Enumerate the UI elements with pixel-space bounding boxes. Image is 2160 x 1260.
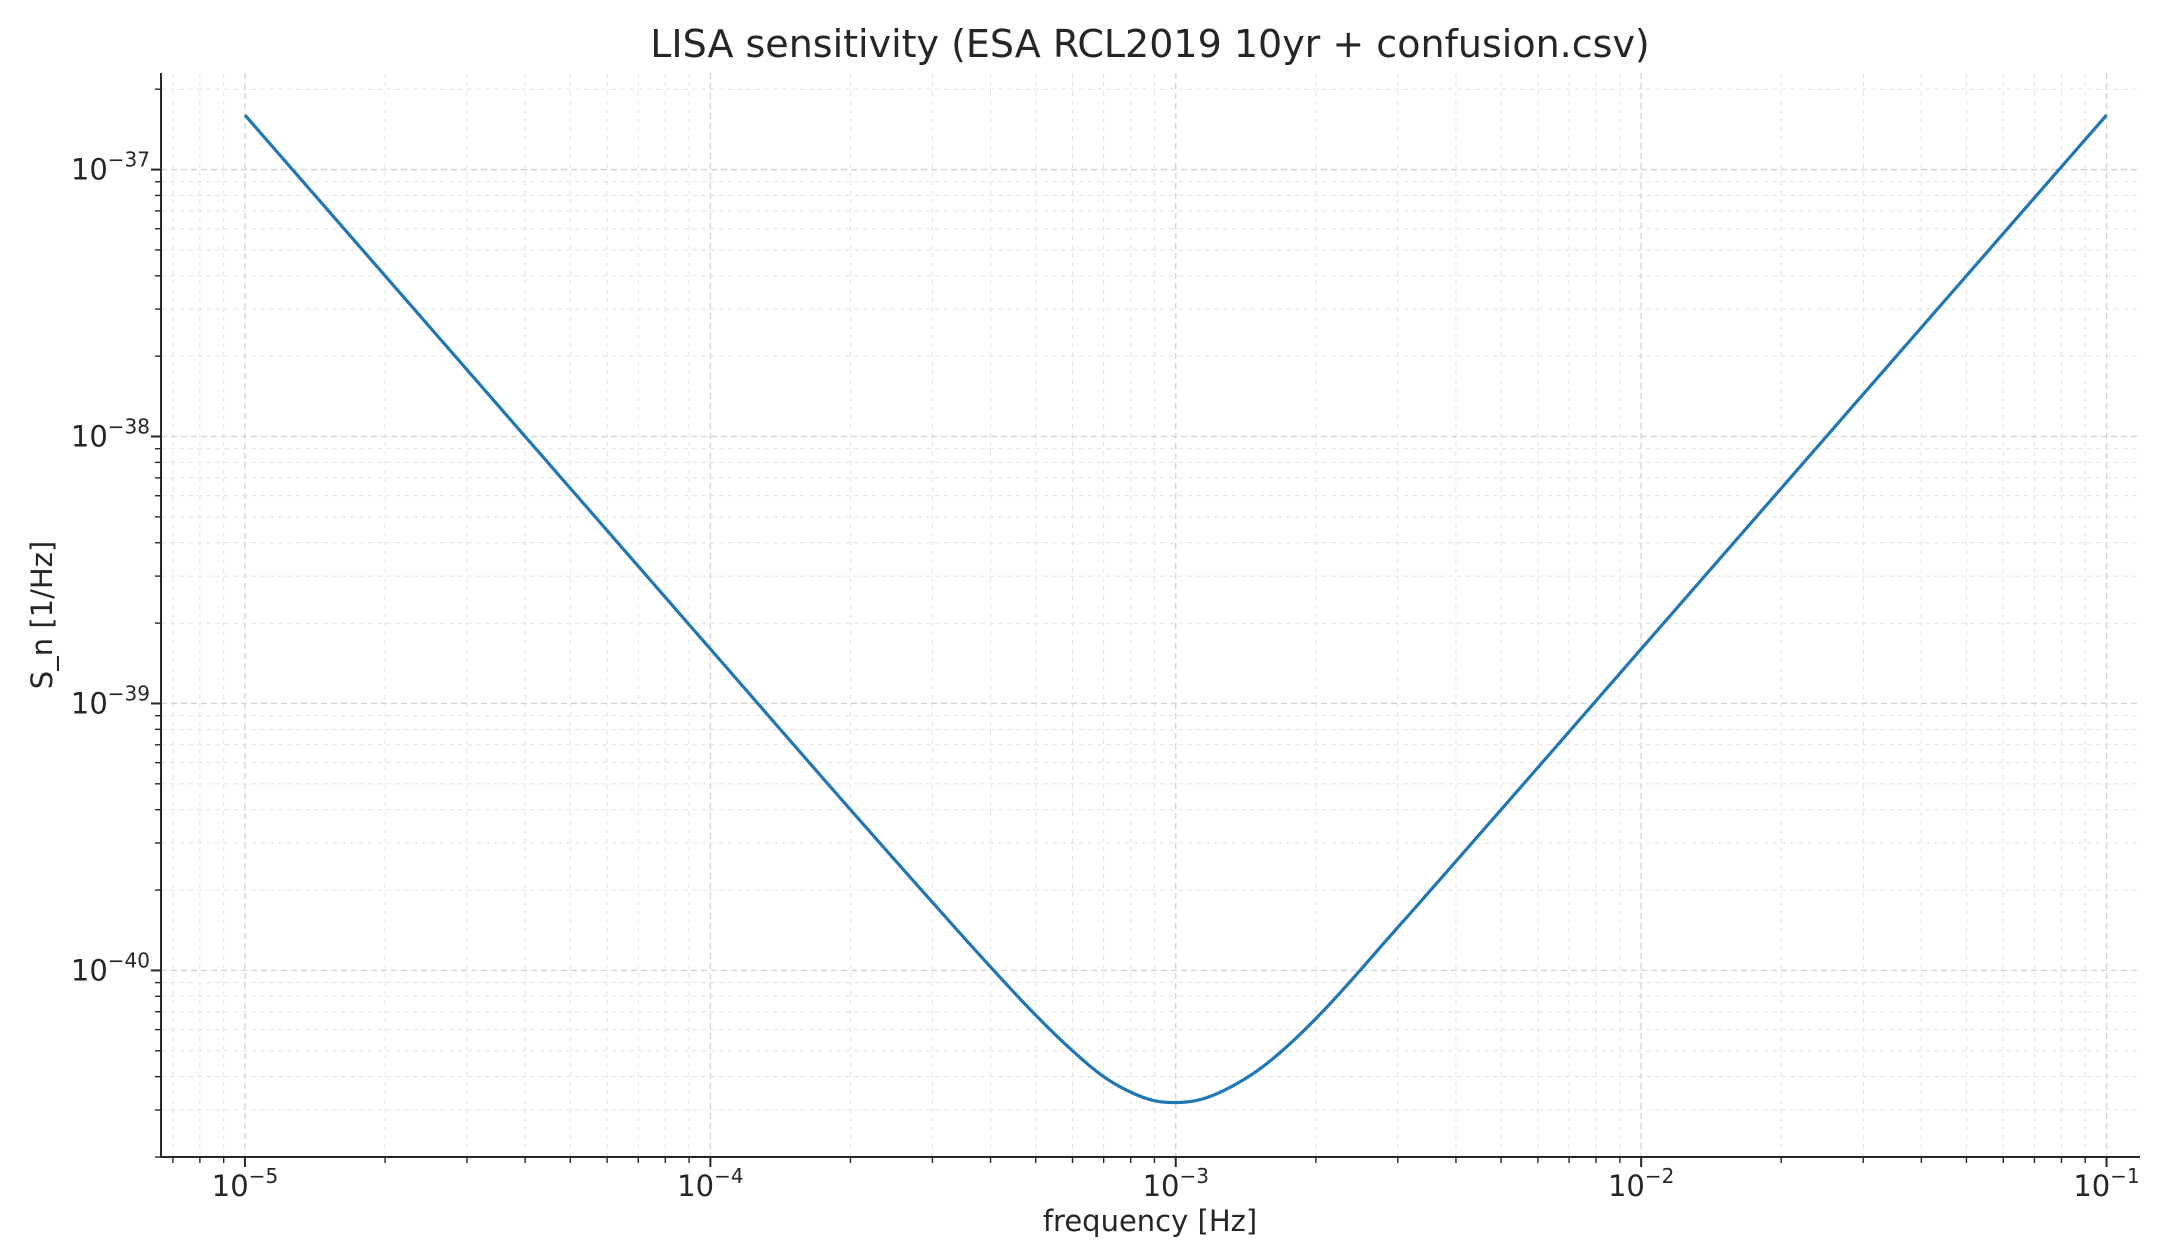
x-tick-label: 10−3 xyxy=(1143,1164,1209,1203)
x-tick-labels: 10−5 10−4 10−3 10−2 10−1 xyxy=(212,1164,2140,1203)
y-tick-base: 10 xyxy=(71,686,108,720)
x-tick-label: 10−1 xyxy=(2073,1164,2139,1203)
x-tick-base: 10 xyxy=(2073,1169,2110,1203)
x-axis-label: frequency [Hz] xyxy=(1043,1204,1257,1238)
x-tick-label: 10−2 xyxy=(1608,1164,1674,1203)
y-tick-label: 10−38 xyxy=(71,415,150,454)
x-tick-exponent: −5 xyxy=(249,1164,278,1188)
chart-title: LISA sensitivity (ESA RCL2019 10yr + con… xyxy=(650,22,1650,66)
y-tick-label: 10−40 xyxy=(71,948,150,987)
y-tick-exponent: −40 xyxy=(108,948,150,972)
x-tick-base: 10 xyxy=(677,1169,714,1203)
x-tick-label: 10−4 xyxy=(677,1164,743,1203)
x-tick-base: 10 xyxy=(212,1169,249,1203)
y-tick-exponent: −38 xyxy=(108,415,150,439)
y-tick-base: 10 xyxy=(71,420,108,454)
x-tick-label: 10−5 xyxy=(212,1164,278,1203)
grid xyxy=(161,73,2140,1158)
y-tick-label: 10−39 xyxy=(71,681,150,720)
y-tick-exponent: −37 xyxy=(108,148,150,172)
y-tick-base: 10 xyxy=(71,153,108,187)
x-tick-exponent: −2 xyxy=(1645,1164,1674,1188)
x-tick-base: 10 xyxy=(1143,1169,1180,1203)
x-tick-exponent: −1 xyxy=(2110,1164,2139,1188)
y-tick-base: 10 xyxy=(71,953,108,987)
y-axis-label: S_n [1/Hz] xyxy=(25,541,59,689)
ticks xyxy=(151,88,2108,1167)
x-tick-exponent: −3 xyxy=(1179,1164,1208,1188)
y-tick-exponent: −39 xyxy=(108,681,150,705)
x-tick-exponent: −4 xyxy=(714,1164,743,1188)
y-tick-label: 10−37 xyxy=(71,148,150,187)
series xyxy=(243,114,2108,1105)
series-line xyxy=(243,114,2108,1105)
x-tick-base: 10 xyxy=(1608,1169,1645,1203)
